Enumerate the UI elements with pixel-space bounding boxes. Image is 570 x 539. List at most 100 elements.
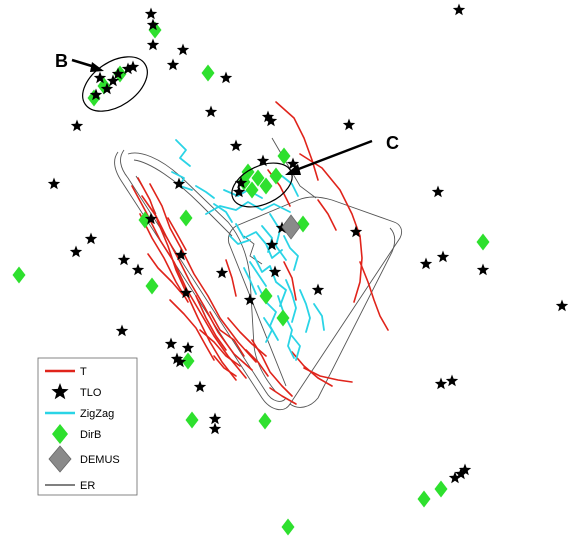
tlo-star — [234, 176, 248, 189]
tlo-star — [179, 286, 193, 299]
tlo-star — [176, 43, 190, 56]
tlo-star — [219, 71, 233, 84]
dirb-diamond — [181, 352, 195, 370]
tlo-star — [121, 62, 135, 75]
t-paths — [131, 101, 389, 405]
er-track — [127, 152, 277, 393]
dirb-diamond — [277, 147, 291, 165]
tlo-star — [204, 105, 218, 118]
legend-item: DirB — [52, 424, 101, 444]
zigzag-path — [291, 335, 301, 361]
tlo-star — [434, 377, 448, 390]
t-path — [195, 295, 227, 351]
tlo-star — [458, 463, 472, 476]
tlo-star — [229, 139, 243, 152]
dirb-diamond — [476, 233, 490, 251]
t-path — [209, 311, 245, 357]
tlo-star — [256, 154, 270, 167]
tlo-star — [208, 412, 222, 425]
zigzag-path — [277, 295, 295, 359]
t-path — [275, 101, 319, 181]
tlo-star — [181, 341, 195, 354]
dirb-diamond — [251, 169, 265, 187]
legend-item: DEMUS — [48, 445, 120, 473]
cluster-b-ellipse — [82, 56, 148, 112]
tlo-star — [47, 177, 61, 190]
t-path — [213, 355, 237, 377]
zigzag-path — [249, 261, 267, 287]
tlo-star — [445, 374, 459, 387]
tlo-star — [131, 263, 145, 276]
tlo-markers — [47, 3, 569, 484]
tlo-star — [193, 380, 207, 393]
t-path — [137, 177, 237, 381]
dirb-diamond — [296, 215, 310, 233]
dirb-markers — [12, 21, 490, 536]
tlo-star — [268, 265, 282, 278]
label-b: B — [55, 51, 68, 71]
t-path — [167, 217, 187, 251]
arrow-c — [295, 139, 373, 172]
t-path — [169, 299, 215, 361]
tlo-star — [431, 185, 445, 198]
dirb-diamond — [145, 277, 159, 295]
t-path — [291, 351, 333, 387]
dirb-diamond — [276, 309, 290, 327]
zigzag-path — [213, 203, 233, 223]
tlo-star — [264, 114, 278, 127]
arrow-b — [71, 58, 96, 69]
tlo-star — [170, 352, 184, 365]
legend-star-swatch — [51, 383, 69, 400]
tlo-star — [419, 257, 433, 270]
zigzag-path — [235, 223, 283, 259]
legend-item: ZigZag — [45, 408, 114, 420]
tlo-star — [115, 324, 129, 337]
zigzag-path — [299, 289, 311, 333]
tlo-star — [311, 283, 325, 296]
legend-items: T TLO ZigZag DirB DEMUS ER — [45, 366, 120, 492]
dirb-diamond — [434, 480, 448, 498]
arrow-b-head — [90, 62, 104, 72]
tlo-star — [164, 337, 178, 350]
callout-b: B — [55, 51, 148, 112]
tlo-star — [126, 60, 140, 73]
t-path — [283, 261, 297, 301]
tlo-star — [144, 212, 158, 225]
callout-c: C — [231, 133, 399, 208]
label-c: C — [386, 133, 399, 153]
t-path — [303, 367, 353, 383]
dirb-diamond — [259, 287, 273, 305]
legend-item: ER — [45, 480, 95, 492]
legend-box — [37, 357, 138, 496]
t-path — [299, 153, 363, 303]
legend-diamond-swatch — [52, 424, 68, 444]
t-path — [139, 213, 189, 303]
legend: T TLO ZigZag DirB DEMUS ER — [37, 357, 138, 496]
zigzag-path — [285, 279, 297, 323]
tlo-star — [476, 263, 490, 276]
dirb-diamond — [258, 412, 272, 430]
dirb-diamond — [179, 209, 193, 227]
t-path — [359, 261, 389, 331]
dirb-diamond — [201, 64, 215, 82]
tlo-star — [173, 355, 187, 368]
tlo-star — [265, 238, 279, 251]
tlo-star — [172, 177, 186, 190]
tlo-star — [243, 293, 257, 306]
zigzag-path — [195, 185, 215, 199]
zigzag-path — [313, 303, 325, 331]
tlo-star — [208, 422, 222, 435]
tlo-star — [111, 67, 125, 80]
zigzag-path — [269, 213, 287, 261]
er-track — [133, 159, 233, 237]
dirb-diamond — [269, 167, 283, 185]
dirb-diamond — [185, 411, 199, 429]
t-path — [147, 253, 185, 297]
tlo-star — [349, 225, 363, 238]
tlo-star — [70, 119, 84, 132]
tlo-star — [69, 245, 83, 258]
tlo-star — [555, 299, 569, 312]
dirb-diamond — [138, 211, 152, 229]
tlo-star — [117, 253, 131, 266]
